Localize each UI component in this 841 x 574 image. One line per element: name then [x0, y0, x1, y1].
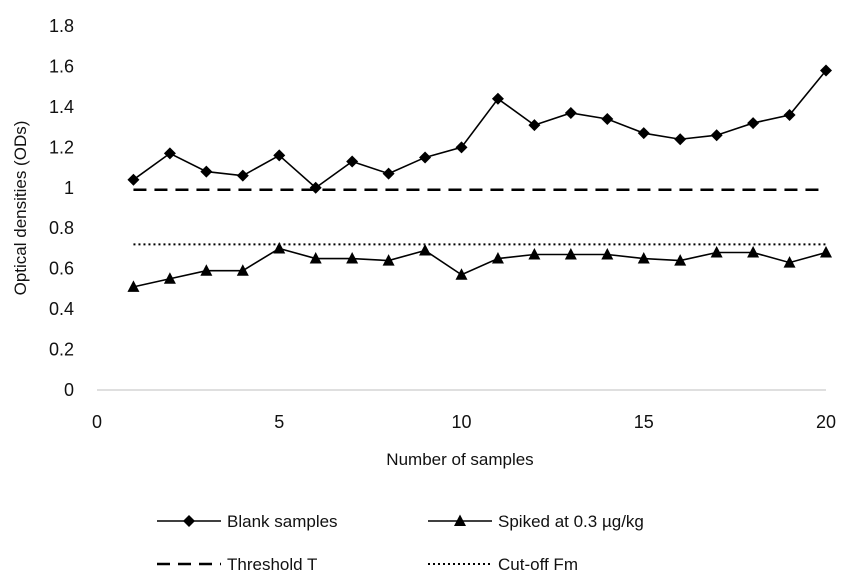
- y-tick-label: 1: [64, 178, 74, 198]
- x-tick-label: 15: [634, 412, 654, 432]
- data-point: [637, 252, 650, 264]
- y-tick-label: 0.6: [49, 259, 74, 279]
- x-tick-label: 20: [816, 412, 836, 432]
- data-point: [491, 252, 504, 264]
- data-point: [564, 248, 577, 260]
- y-axis-ticks: 0 0.2 0.4 0.6 0.8 1 1.2 1.4 1.6 1.8: [49, 16, 74, 400]
- data-point: [382, 167, 395, 180]
- legend-item: Threshold T: [157, 555, 317, 574]
- y-axis-title: Optical densities (ODs): [11, 121, 30, 296]
- data-point: [419, 243, 432, 256]
- data-point: [127, 280, 140, 292]
- legend-item: Blank samples: [157, 512, 338, 531]
- data-point: [637, 127, 650, 140]
- data-point: [710, 129, 723, 142]
- data-point: [273, 149, 286, 162]
- y-tick-label: 1.6: [49, 56, 74, 76]
- data-point: [346, 252, 359, 264]
- legend-label: Spiked at 0.3 µg/kg: [498, 512, 644, 531]
- series-1: [127, 64, 832, 194]
- y-tick-label: 0.4: [49, 299, 74, 319]
- legend-marker: [454, 514, 466, 526]
- data-point: [127, 173, 140, 186]
- legend: Blank samples Spiked at 0.3 µg/kg Threshol…: [157, 512, 644, 574]
- x-tick-label: 0: [92, 412, 102, 432]
- legend-marker: [183, 515, 195, 527]
- y-tick-label: 1.2: [49, 137, 74, 157]
- x-tick-label: 5: [274, 412, 284, 432]
- data-point: [601, 248, 614, 260]
- data-point: [674, 254, 687, 266]
- data-point: [601, 113, 614, 126]
- data-point: [309, 252, 322, 264]
- data-point: [747, 117, 760, 130]
- data-point: [528, 119, 541, 132]
- x-axis-ticks: 0 5 10 15 20: [92, 412, 836, 432]
- data-point: [455, 141, 468, 154]
- data-point: [236, 169, 249, 182]
- data-point: [820, 245, 832, 258]
- data-point: [419, 151, 432, 164]
- data-point: [455, 268, 468, 280]
- y-tick-label: 1.4: [49, 97, 74, 117]
- data-point: [674, 133, 687, 146]
- data-point: [200, 264, 213, 276]
- data-point: [820, 64, 832, 77]
- data-point: [163, 147, 176, 160]
- data-point: [200, 165, 213, 178]
- data-point: [710, 245, 723, 258]
- data-point: [491, 92, 504, 105]
- x-axis-title: Number of samples: [386, 450, 533, 469]
- data-point: [273, 241, 286, 254]
- data-point: [783, 108, 796, 121]
- data-point: [528, 248, 541, 260]
- series-line: [133, 247, 827, 288]
- series-layer: [127, 64, 832, 292]
- legend-item: Spiked at 0.3 µg/kg: [428, 512, 644, 531]
- y-tick-label: 0.8: [49, 218, 74, 238]
- x-tick-label: 10: [451, 412, 471, 432]
- legend-label: Threshold T: [227, 555, 317, 574]
- data-point: [346, 155, 359, 168]
- legend-label: Blank samples: [227, 512, 338, 531]
- y-tick-label: 1.8: [49, 16, 74, 36]
- series-2: [127, 241, 832, 292]
- data-point: [783, 256, 796, 268]
- data-point: [564, 106, 577, 119]
- data-point: [382, 254, 395, 266]
- y-tick-label: 0: [64, 380, 74, 400]
- data-point: [236, 264, 249, 276]
- series-line: [132, 69, 827, 189]
- legend-item: Cut-off Fm: [428, 555, 578, 574]
- y-tick-label: 0.2: [49, 340, 74, 360]
- data-point: [747, 245, 760, 258]
- data-point: [163, 272, 176, 284]
- legend-label: Cut-off Fm: [498, 555, 578, 574]
